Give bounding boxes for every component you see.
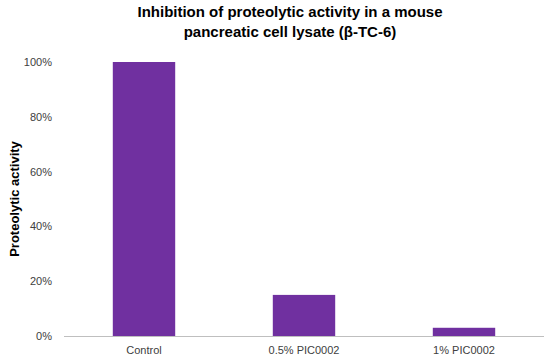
y-tick-label: 100% — [24, 56, 52, 68]
chart: Inhibition of proteolytic activity in a … — [0, 0, 544, 360]
x-axis-line — [64, 336, 544, 337]
title-line: pancreatic cell lysate (β-TC-6) — [184, 23, 397, 40]
y-tick-label: 80% — [30, 111, 52, 123]
y-tick-label: 0% — [36, 330, 52, 342]
bars — [113, 62, 495, 336]
x-tick-label: Control — [126, 344, 161, 356]
title: Inhibition of proteolytic activity in a … — [137, 3, 442, 40]
y-axis-label: Proteolytic activity — [7, 140, 22, 256]
bar — [273, 295, 335, 336]
y-tick-label: 20% — [30, 275, 52, 287]
y-tick-label: 60% — [30, 166, 52, 178]
bar — [113, 62, 175, 336]
y-tick-label: 40% — [30, 220, 52, 232]
x-tick-label: 1% PIC0002 — [433, 344, 495, 356]
x-tick-label: 0.5% PIC0002 — [269, 344, 340, 356]
title-line: Inhibition of proteolytic activity in a … — [137, 3, 442, 20]
bar — [433, 328, 495, 336]
